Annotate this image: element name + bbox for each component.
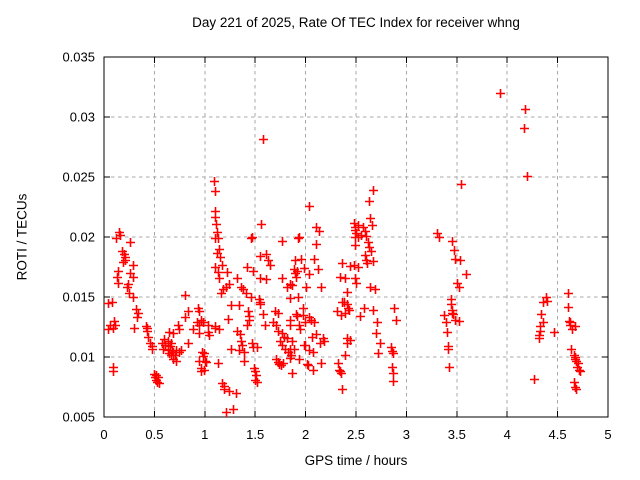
x-tick-label: 3.5 [448, 427, 466, 442]
x-tick-label: 5 [604, 427, 611, 442]
x-tick-label: 1.5 [246, 427, 264, 442]
y-tick-label: 0.025 [62, 170, 95, 185]
x-tick-label: 2.5 [347, 427, 365, 442]
x-tick-label: 2 [302, 427, 309, 442]
chart-title: Day 221 of 2025, Rate Of TEC Index for r… [192, 15, 520, 30]
x-tick-label: 4 [504, 427, 511, 442]
y-tick-label: 0.03 [70, 110, 95, 125]
data-points [104, 89, 585, 417]
y-tick-label: 0.015 [62, 290, 95, 305]
y-axis-label-text: ROTI / TECUs [14, 193, 30, 281]
y-tick-label: 0.02 [70, 230, 95, 245]
x-tick-label: 0 [100, 427, 107, 442]
x-tick-label: 3 [403, 427, 410, 442]
x-tick-label: 4.5 [549, 427, 567, 442]
y-tick-label: 0.005 [62, 410, 95, 425]
y-tick-label: 0.01 [70, 350, 95, 365]
x-tick-label: 1 [201, 427, 208, 442]
y-tick-label: 0.035 [62, 50, 95, 65]
x-axis-label: GPS time / hours [304, 453, 408, 468]
x-tick-label: 0.5 [145, 427, 163, 442]
